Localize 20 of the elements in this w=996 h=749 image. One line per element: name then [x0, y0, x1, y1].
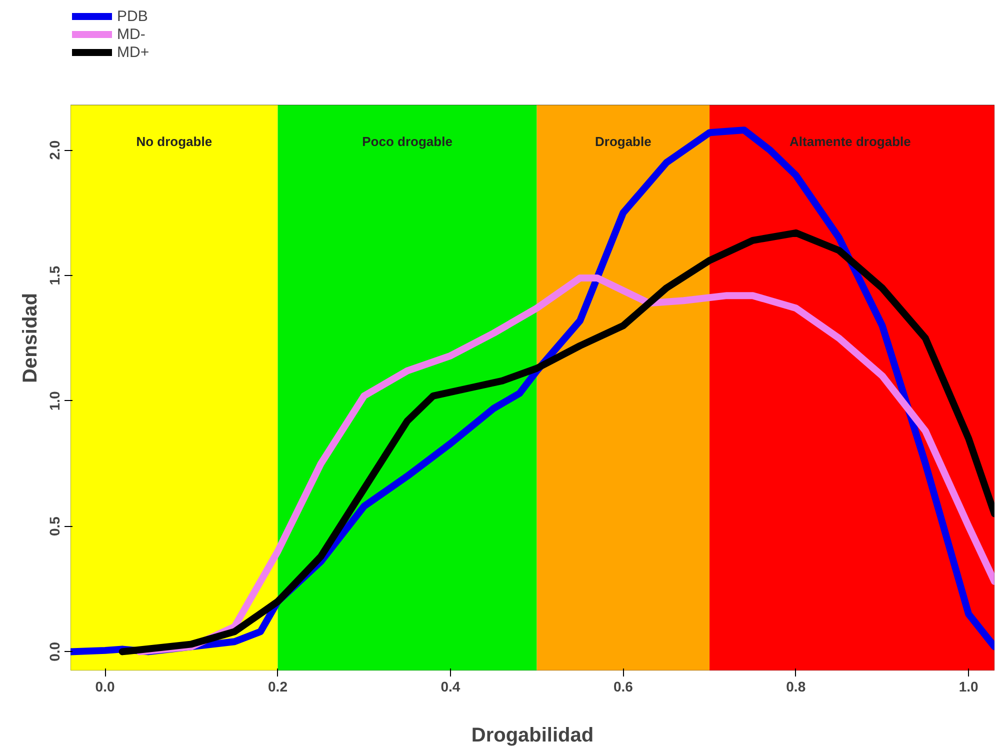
y-axis-title: Densidad [20, 292, 42, 384]
x-tick-label: 0.2 [268, 678, 288, 694]
legend-label: MD- [117, 25, 146, 43]
y-tick-label: 1.5 [46, 266, 62, 286]
x-tick-label: 0.4 [440, 678, 460, 694]
legend-label: PDB [117, 7, 148, 25]
legend-label: MD+ [117, 43, 150, 61]
band-label: Poco drogable [362, 134, 452, 149]
band-label: Altamente drogable [790, 134, 911, 149]
x-tick-label: 1.0 [958, 678, 979, 694]
band-label: No drogable [136, 134, 212, 149]
y-tick-label: 0.0 [46, 642, 62, 662]
y-tick-label: 0.5 [46, 516, 62, 536]
y-tick-label: 2.0 [46, 140, 62, 160]
x-tick-label: 0.0 [95, 678, 115, 694]
x-axis-title: Drogabilidad [471, 724, 594, 746]
y-tick-label: 1.0 [46, 390, 62, 411]
x-tick-label: 0.6 [613, 678, 634, 694]
band-label: Drogable [595, 134, 652, 149]
x-tick-label: 0.8 [786, 678, 806, 694]
